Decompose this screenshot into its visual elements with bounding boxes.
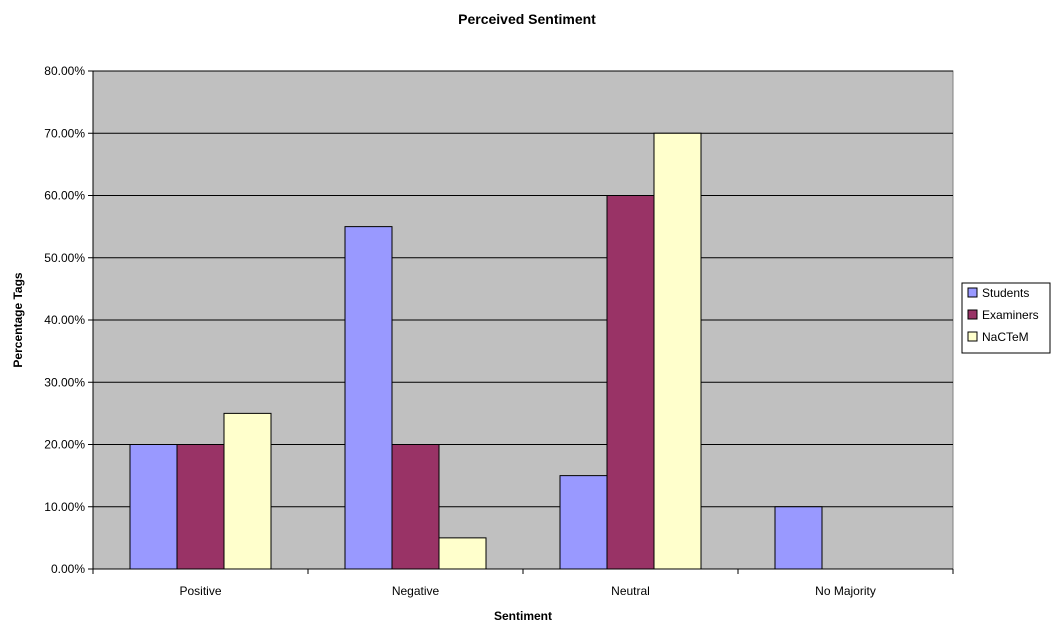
bar-students-negative bbox=[344, 226, 393, 570]
legend: Students Examiners NaCTeM bbox=[961, 282, 1051, 354]
bar-students-neutral bbox=[559, 475, 608, 570]
y-tick-label: 70.00% bbox=[44, 126, 85, 140]
y-tick-label: 50.00% bbox=[44, 251, 85, 265]
bar-nactem-neutral bbox=[653, 132, 702, 570]
y-tick-label: 10.00% bbox=[44, 500, 85, 514]
bar-examiners-positive bbox=[176, 444, 225, 570]
legend-swatch bbox=[967, 331, 978, 342]
bars bbox=[129, 132, 823, 570]
axes: 0.00% 10.00% 20.00% 30.00% 40.00% 50.00% 60.00… bbox=[44, 64, 954, 598]
bar-students-positive bbox=[129, 444, 178, 570]
x-axis-title: Sentiment bbox=[494, 609, 552, 623]
y-tick-label: 60.00% bbox=[44, 189, 85, 203]
y-axis-title: Percentage Tags bbox=[11, 272, 25, 367]
y-tick-label: 80.00% bbox=[44, 64, 85, 78]
legend-swatch bbox=[967, 309, 978, 320]
bar-nactem-negative bbox=[438, 537, 487, 570]
bar-examiners-neutral bbox=[606, 195, 655, 570]
y-tick-label: 30.00% bbox=[44, 375, 85, 389]
bar-nactem-positive bbox=[223, 412, 272, 570]
x-tick-label: Neutral bbox=[611, 584, 650, 598]
chart-title: Perceived Sentiment bbox=[458, 11, 596, 27]
y-tick-label: 0.00% bbox=[51, 562, 85, 576]
bar-students-no-majority bbox=[774, 506, 823, 570]
legend-label: NaCTeM bbox=[982, 330, 1029, 344]
x-tick-label: Negative bbox=[392, 584, 440, 598]
bar-examiners-negative bbox=[391, 444, 440, 570]
x-tick-label: Positive bbox=[179, 584, 221, 598]
y-tick-label: 20.00% bbox=[44, 438, 85, 452]
legend-swatch bbox=[967, 287, 978, 298]
legend-label: Examiners bbox=[982, 308, 1039, 322]
x-tick-label: No Majority bbox=[815, 584, 876, 598]
y-tick-label: 40.00% bbox=[44, 313, 85, 327]
legend-label: Students bbox=[982, 286, 1029, 300]
